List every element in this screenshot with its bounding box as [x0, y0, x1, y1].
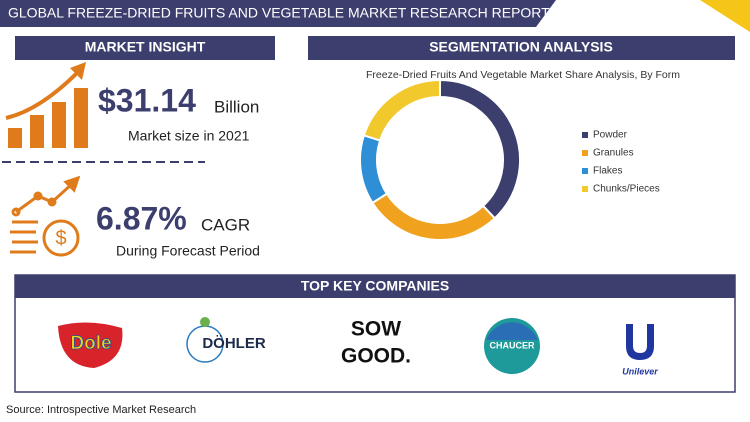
logo-chaucer: CHAUCER	[484, 318, 540, 374]
logo-text: Dole	[70, 333, 111, 354]
donut-slice	[362, 78, 441, 142]
legend-swatch	[582, 150, 588, 156]
corner-accent	[700, 0, 750, 32]
logo-text: Unilever	[622, 366, 658, 376]
market-size-note: Market size in 2021	[128, 128, 250, 144]
cagr-label: CAGR	[201, 215, 250, 234]
growth-icon	[5, 62, 88, 148]
legend-swatch	[582, 168, 588, 174]
cagr-note: During Forecast Period	[116, 243, 260, 259]
logo-unilever: Unilever	[622, 324, 658, 376]
section-header	[15, 36, 275, 60]
svg-text:$: $	[55, 227, 66, 249]
source-note: Source: Introspective Market Research	[6, 404, 196, 416]
donut-chart: Powder Granules Flakes Chunks/Pieces	[359, 78, 660, 241]
cagr-value: 6.87%	[96, 200, 187, 236]
cagr-icon: $	[10, 175, 81, 257]
logo-text: CHAUCER	[490, 340, 536, 350]
page-title: GLOBAL FREEZE-DRIED FRUITS AND VEGETABLE…	[8, 5, 550, 21]
legend-swatch	[582, 186, 588, 192]
section-header	[15, 275, 735, 298]
logo-text: GOOD.	[341, 345, 411, 368]
donut-slice	[439, 78, 521, 220]
logo-dole: Dole	[58, 322, 123, 368]
donut-slice	[359, 134, 389, 205]
section-heading: SEGMENTATION ANALYSIS	[429, 39, 613, 55]
logo-sow-good: SOW GOOD.	[341, 318, 411, 368]
section-heading: MARKET INSIGHT	[85, 39, 206, 55]
title-banner	[0, 0, 556, 27]
logo-text: DÖHLER	[202, 335, 266, 352]
legend-swatch	[582, 132, 588, 138]
legend-label: Flakes	[593, 166, 622, 177]
logo-text: SOW	[351, 318, 401, 341]
chart-title: Freeze-Dried Fruits And Vegetable Market…	[366, 69, 680, 81]
legend-label: Granules	[593, 148, 634, 159]
legend-label: Chunks/Pieces	[593, 184, 660, 195]
section-heading: TOP KEY COMPANIES	[301, 278, 449, 294]
market-size: $31.14	[98, 82, 196, 118]
logo-dohler: DÖHLER	[186, 317, 266, 363]
market-size-unit: Billion	[214, 97, 259, 116]
section-header	[308, 36, 735, 60]
legend-label: Powder	[593, 130, 628, 141]
donut-slice	[371, 192, 497, 241]
